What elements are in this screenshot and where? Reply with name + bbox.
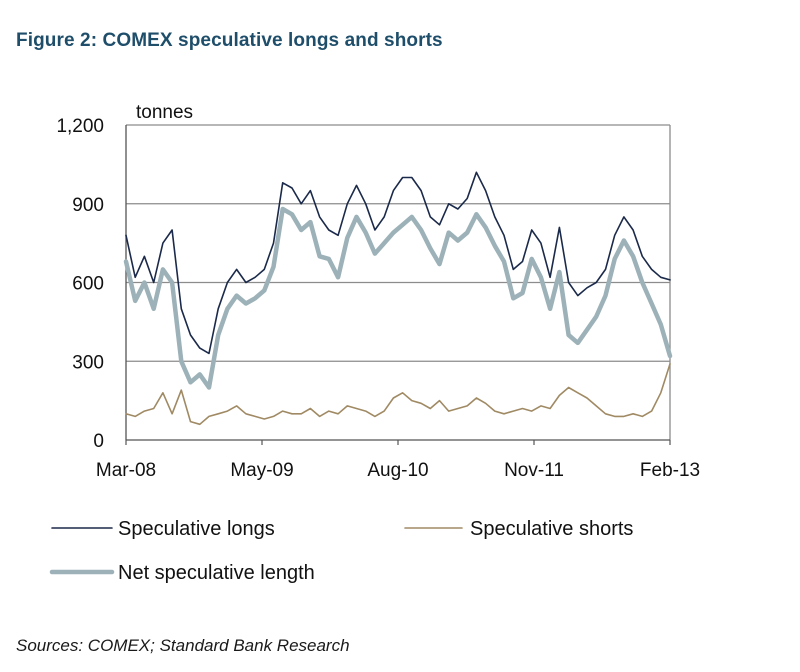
y-tick-label: 0	[93, 431, 104, 452]
legend-label: Net speculative length	[118, 562, 315, 584]
x-tick-label: May-09	[230, 460, 293, 481]
legend: Speculative longs Speculative shorts Net s…	[49, 518, 633, 584]
y-tick-label: 600	[72, 274, 104, 295]
x-axis: Mar-08 May-09 Aug-10 Nov-11 Feb-13	[96, 440, 700, 481]
source-note: Sources: COMEX; Standard Bank Research	[16, 636, 350, 655]
x-tick-label: Aug-10	[367, 460, 428, 481]
series-line-net-speculative-length	[123, 206, 673, 390]
x-tick-label: Feb-13	[640, 460, 700, 481]
series-lines	[123, 171, 673, 426]
grid-lines	[126, 124, 670, 362]
x-tick-label: Mar-08	[96, 460, 156, 481]
y-tick-label: 300	[72, 352, 104, 373]
y-tick-label: 900	[72, 195, 104, 216]
y-axis: 0 300 600 900 1,200	[56, 116, 104, 452]
y-tick-label: 1,200	[56, 116, 104, 137]
series-line-speculative-shorts	[125, 363, 671, 426]
legend-label: Speculative shorts	[470, 518, 633, 540]
series-line-speculative-longs	[125, 171, 671, 355]
chart-title: Figure 2: COMEX speculative longs and sh…	[16, 30, 443, 51]
legend-label: Speculative longs	[118, 518, 275, 540]
x-tick-label: Nov-11	[504, 460, 564, 481]
y-axis-unit-label: tonnes	[136, 102, 193, 123]
